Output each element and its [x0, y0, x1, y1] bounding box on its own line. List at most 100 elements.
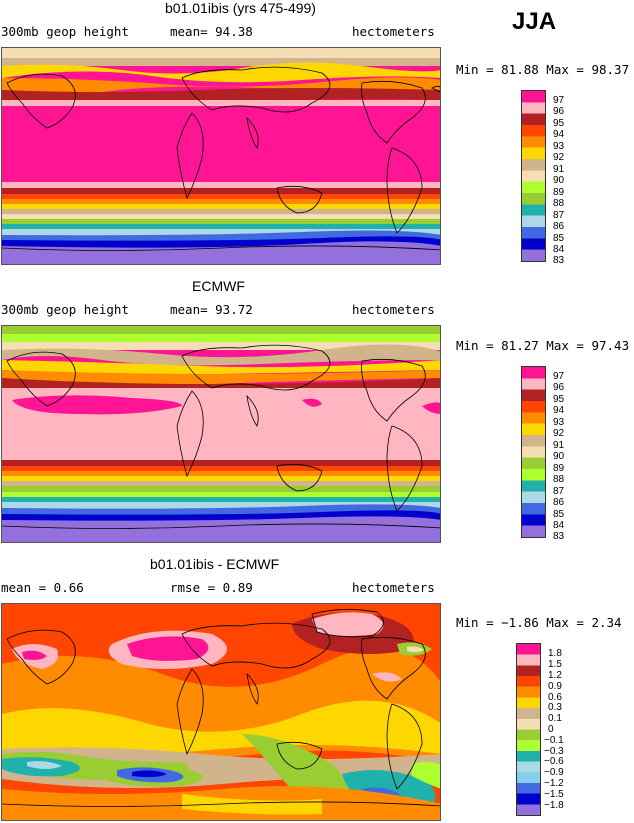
band [2, 700, 440, 756]
legend-label: 96 [553, 382, 565, 393]
band [2, 481, 440, 486]
band [412, 761, 440, 789]
panel-2-mean: mean= 93.72 [170, 302, 253, 317]
legend-label: 0.6 [548, 692, 562, 703]
legend-label: 89 [553, 187, 565, 198]
legend-label: 90 [553, 175, 565, 186]
legend-label: 88 [553, 198, 565, 209]
legend-label: 83 [553, 531, 565, 542]
legend-label: 83 [553, 255, 565, 266]
band [2, 344, 440, 366]
legend-swatch [516, 643, 541, 816]
band [2, 188, 440, 194]
legend-label: 85 [553, 509, 565, 520]
legend-label: 90 [553, 451, 565, 462]
legend-label: −0.6 [544, 756, 564, 767]
legend-label: 96 [553, 106, 565, 117]
panel-2-minmax: Min = 81.27 Max = 97.43 [456, 338, 630, 353]
legend-label: 91 [553, 440, 565, 451]
legend-label: 1.5 [548, 659, 562, 670]
band [2, 334, 440, 342]
legend-swatch [521, 366, 546, 538]
band [2, 219, 440, 224]
legend-label: 85 [553, 233, 565, 244]
legend-label: 95 [553, 118, 565, 129]
band [12, 395, 182, 415]
panel-3-contours [2, 604, 440, 820]
band [2, 510, 440, 524]
legend-label: 93 [553, 141, 565, 152]
legend-label: 97 [553, 371, 565, 382]
panel-2-contours [2, 326, 440, 542]
band [2, 241, 440, 264]
legend-label: −0.1 [544, 735, 564, 746]
band [2, 326, 440, 334]
panel-2-title: ECMWF [192, 278, 245, 294]
band [2, 204, 440, 209]
band [2, 224, 440, 229]
legend-label: 1.8 [548, 648, 562, 659]
band [22, 650, 47, 660]
band [2, 62, 440, 83]
panel-1-units: hectometers [352, 24, 435, 39]
panel-1-contours [2, 48, 440, 264]
panel-3-coastlines [2, 609, 440, 807]
panel-2-map [1, 325, 441, 543]
band [2, 486, 440, 492]
panel-1-map [1, 47, 441, 265]
band [2, 58, 440, 66]
band [2, 492, 440, 497]
panel-2-units: hectometers [352, 302, 435, 317]
legend-label: 88 [553, 474, 565, 485]
legend-label: 0.3 [548, 702, 562, 713]
legend-label: 91 [553, 164, 565, 175]
panel-1-coastlines [2, 66, 440, 251]
legend-label: 86 [553, 221, 565, 232]
band [2, 504, 440, 518]
band [27, 761, 62, 769]
band [2, 476, 440, 481]
panel-3-units: hectometers [352, 580, 435, 595]
band [2, 214, 440, 219]
legend-label: 0.9 [548, 681, 562, 692]
legend-label: −1.8 [544, 800, 564, 811]
legend-label: 87 [553, 210, 565, 221]
panel-3-map [1, 603, 441, 821]
band [2, 77, 440, 96]
band [2, 497, 440, 502]
legend-label: 84 [553, 244, 565, 255]
band [182, 794, 322, 815]
panel-3-minmax: Min = −1.86 Max = 2.34 [456, 615, 622, 630]
legend-label: 97 [553, 95, 565, 106]
band [372, 672, 402, 682]
legend-label: 92 [553, 152, 565, 163]
panel-2-variable: 300mb geop height [1, 302, 129, 317]
legend-label: 1.2 [548, 670, 562, 681]
band [2, 209, 440, 214]
band [2, 360, 440, 375]
band [2, 199, 440, 204]
panel-1-mean: mean= 94.38 [170, 24, 253, 39]
panel-3-mean: mean = 0.66 [1, 580, 84, 595]
legend-label: 0.1 [548, 713, 562, 724]
legend-label: −0.3 [544, 746, 564, 757]
panel-1-title: b01.01ibis (yrs 475-499) [165, 0, 316, 16]
band [2, 460, 440, 466]
panel-1-minmax: Min = 81.88 Max = 98.37 [456, 62, 630, 77]
legend-label: 0 [548, 724, 554, 735]
legend-label: 94 [553, 405, 565, 416]
band [2, 516, 440, 542]
legend-label: 89 [553, 463, 565, 474]
panel-1-variable: 300mb geop height [1, 24, 129, 39]
band [2, 48, 440, 58]
band [2, 230, 440, 244]
band [312, 612, 384, 637]
legend-label: 87 [553, 486, 565, 497]
band [422, 402, 440, 414]
legend-label: 92 [553, 428, 565, 439]
band [2, 194, 440, 199]
band [127, 636, 209, 661]
panel-2-coastlines [2, 344, 440, 529]
band [2, 466, 440, 471]
band [132, 770, 167, 778]
